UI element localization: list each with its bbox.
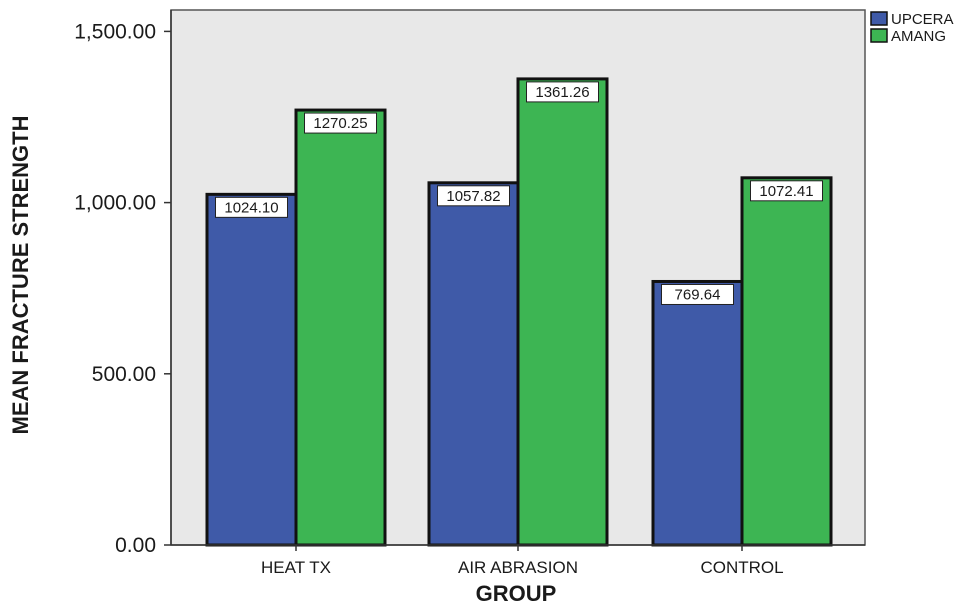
- bar-amang-air-abrasion: [516, 77, 609, 547]
- bar-amang-control: [740, 176, 833, 547]
- data-label-value: 1057.82: [446, 188, 500, 205]
- x-tick-label: CONTROL: [700, 558, 783, 577]
- bar-amang-heat-tx: [294, 108, 387, 547]
- data-label-box: [304, 112, 377, 134]
- data-label: 769.64: [661, 283, 734, 305]
- y-tick-label: 0.00: [115, 534, 156, 557]
- legend-label-upcera: UPCERA: [891, 11, 954, 28]
- data-label-value: 1270.25: [313, 115, 367, 132]
- y-tick-label: 500.00: [92, 363, 156, 386]
- bars-layer: [205, 77, 833, 547]
- y-tick-label: 1,500.00: [74, 20, 156, 43]
- data-label: 1361.26: [526, 81, 599, 103]
- data-label: 1057.82: [437, 185, 510, 207]
- y-axis-title: MEAN FRACTURE STRENGTH: [8, 116, 33, 435]
- legend-label-amang: AMANG: [891, 28, 946, 45]
- data-label-value: 1072.41: [759, 183, 813, 200]
- data-label-box: [661, 283, 734, 305]
- bar-upcera-air-abrasion: [427, 181, 520, 547]
- y-tick-label: 1,000.00: [74, 192, 156, 215]
- data-label-value: 1024.10: [224, 199, 278, 216]
- data-label-value: 769.64: [675, 286, 721, 303]
- data-label-value: 1361.26: [535, 84, 589, 101]
- x-tick-label: HEAT TX: [261, 558, 331, 577]
- data-label: 1072.41: [750, 180, 823, 202]
- x-axis-title: GROUP: [476, 581, 557, 605]
- data-labels-layer: 1024.10 1270.25 1057.82 1361.26 769.64 1072.4…: [215, 81, 823, 305]
- data-label-box: [750, 180, 823, 202]
- bar-upcera-control: [651, 279, 744, 547]
- data-label-box: [437, 185, 510, 207]
- data-label-box: [215, 196, 288, 218]
- data-label: 1270.25: [304, 112, 377, 134]
- x-tick-label: AIR ABRASION: [458, 558, 578, 577]
- legend-swatch-amang: [870, 28, 888, 43]
- data-label: 1024.10: [215, 196, 288, 218]
- bar-upcera-heat-tx: [205, 192, 298, 547]
- x-axis: HEAT TX AIR ABRASION CONTROL: [171, 544, 865, 577]
- legend-swatch-upcera: [870, 11, 888, 26]
- y-axis: 0.00 500.00 1,000.00 1,500.00: [74, 10, 172, 557]
- data-label-box: [526, 81, 599, 103]
